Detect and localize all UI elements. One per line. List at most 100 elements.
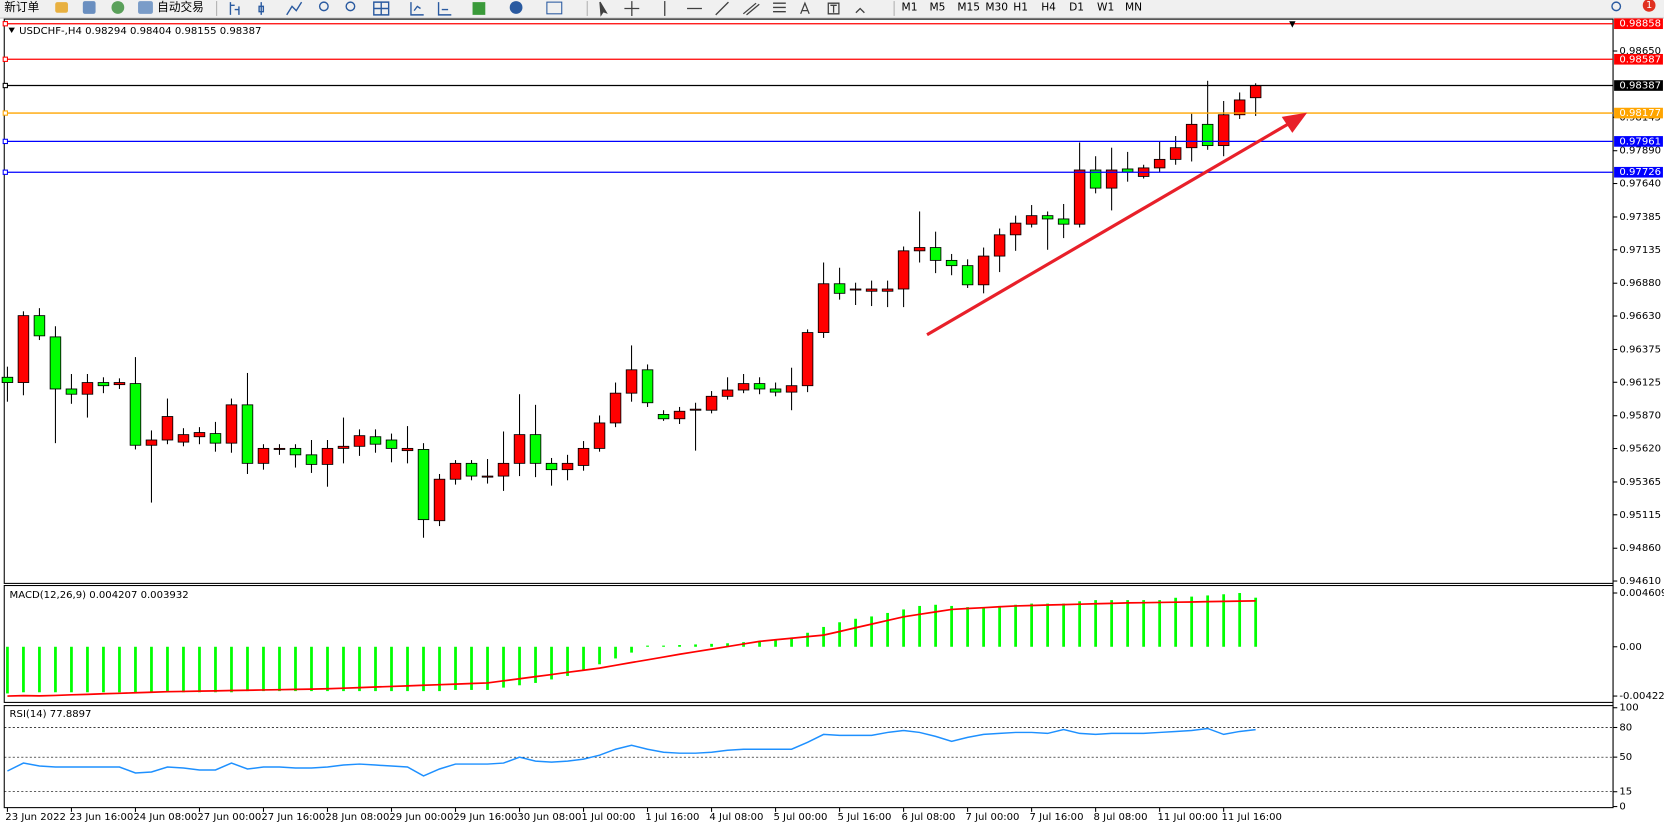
macd-bar bbox=[518, 646, 521, 686]
text-tool[interactable] bbox=[800, 1, 810, 15]
y-tick-label: 0.97640 bbox=[1619, 179, 1661, 190]
y-tick-label: 0.95620 bbox=[1619, 444, 1661, 455]
icon[interactable] bbox=[55, 2, 68, 13]
icon[interactable] bbox=[111, 1, 125, 14]
shift-tool[interactable] bbox=[410, 2, 424, 16]
candle-body bbox=[1249, 85, 1262, 99]
y-tick-label: 0.97135 bbox=[1619, 245, 1661, 256]
candle-body bbox=[833, 283, 846, 294]
macd-bar bbox=[486, 646, 489, 690]
candle-body bbox=[1, 376, 14, 383]
symbol-menu[interactable] bbox=[8, 27, 15, 33]
timeframe-button[interactable]: W1 bbox=[1097, 0, 1114, 13]
indicators-button[interactable] bbox=[472, 2, 486, 15]
label-tool[interactable] bbox=[827, 2, 840, 15]
candle-body bbox=[1009, 222, 1022, 236]
candle-body bbox=[913, 247, 926, 252]
macd-bar bbox=[294, 646, 297, 692]
macd-bar bbox=[582, 646, 585, 671]
channel-tool[interactable] bbox=[742, 2, 760, 16]
auto-trading-icon[interactable] bbox=[138, 1, 153, 14]
timeframe-button[interactable]: D1 bbox=[1069, 0, 1084, 13]
candle-body bbox=[1217, 114, 1230, 147]
arrows-tool[interactable] bbox=[855, 7, 865, 14]
macd-bar bbox=[358, 646, 361, 692]
cursor-tool[interactable] bbox=[599, 1, 608, 17]
y-tick-label: 100 bbox=[1619, 703, 1638, 714]
candle-body bbox=[369, 436, 382, 445]
candle-body bbox=[785, 385, 798, 393]
line-chart-tool[interactable] bbox=[286, 1, 303, 16]
macd-bar bbox=[310, 646, 313, 692]
macd-bar bbox=[1110, 600, 1114, 647]
macd-bar bbox=[934, 604, 937, 647]
timeframe-button[interactable]: H1 bbox=[1013, 0, 1028, 13]
timeframe-button[interactable]: M15 bbox=[957, 0, 980, 13]
candle-body bbox=[1201, 123, 1214, 147]
macd-bar bbox=[838, 622, 841, 647]
x-tick-label: 11 Jul 16:00 bbox=[1222, 812, 1282, 823]
macd-bar bbox=[326, 646, 329, 692]
new-order-button[interactable]: 新订单 bbox=[4, 0, 39, 14]
auto-trading-button[interactable]: 自动交易 bbox=[157, 0, 204, 14]
macd-bar bbox=[758, 640, 761, 647]
autoscroll-tool[interactable] bbox=[437, 2, 452, 16]
search-button[interactable] bbox=[1611, 1, 1622, 12]
macd-bar bbox=[1014, 604, 1017, 647]
x-tick-label: 6 Jul 08:00 bbox=[901, 812, 955, 823]
x-tick-label: 1 Jul 16:00 bbox=[645, 812, 699, 823]
zoom-in[interactable] bbox=[318, 1, 329, 12]
candle-body bbox=[81, 382, 94, 395]
candle-body bbox=[385, 439, 398, 449]
timeframe-button[interactable]: H4 bbox=[1041, 0, 1056, 13]
macd-bar bbox=[70, 646, 73, 693]
macd-bar bbox=[102, 646, 105, 693]
timeframe-button[interactable]: M30 bbox=[985, 0, 1008, 13]
tile-tool[interactable] bbox=[373, 1, 390, 16]
trend-arrow-head bbox=[1281, 112, 1308, 133]
timeframe-button[interactable]: M5 bbox=[929, 0, 945, 13]
candle-body bbox=[529, 434, 542, 464]
level-tag bbox=[1614, 53, 1663, 65]
macd-bar bbox=[870, 616, 873, 647]
macd-bar bbox=[38, 646, 41, 693]
macd-bar bbox=[6, 646, 9, 694]
x-tick-label: 1 Jul 00:00 bbox=[581, 812, 635, 823]
chart-tools bbox=[229, 1, 452, 16]
trendline-tool[interactable] bbox=[715, 1, 729, 16]
bar-chart-tool[interactable] bbox=[229, 2, 240, 15]
level-handle bbox=[2, 56, 8, 62]
candle-body bbox=[33, 315, 46, 337]
icon[interactable] bbox=[82, 1, 96, 14]
zoom-out[interactable] bbox=[345, 1, 356, 12]
macd-bar bbox=[806, 632, 809, 647]
macd-bar bbox=[710, 643, 713, 647]
notification-badge[interactable] bbox=[1642, 0, 1656, 12]
level-tag bbox=[1614, 166, 1663, 178]
macd-bar bbox=[182, 646, 185, 693]
crosshair-tool[interactable] bbox=[624, 1, 640, 16]
candle-body bbox=[593, 422, 606, 449]
candle-tool[interactable] bbox=[258, 2, 265, 15]
periods-button[interactable] bbox=[509, 1, 523, 14]
templates-button[interactable] bbox=[546, 1, 563, 15]
macd-bar bbox=[694, 644, 697, 647]
level-label: 0.98587 bbox=[1619, 54, 1661, 65]
y-tick-label: 0.94610 bbox=[1619, 576, 1661, 587]
macd-bar bbox=[54, 646, 57, 693]
timeframe-button[interactable]: M1 bbox=[902, 0, 918, 13]
x-tick-label: 8 Jul 08:00 bbox=[1094, 812, 1148, 823]
candle-body bbox=[49, 336, 62, 390]
level-handle bbox=[2, 169, 8, 175]
fibo-tool[interactable] bbox=[773, 2, 786, 13]
symbol: USDCHF-,H4 bbox=[19, 26, 82, 37]
level-handle bbox=[2, 138, 8, 145]
candle-body bbox=[449, 462, 462, 480]
candle-body bbox=[673, 410, 686, 420]
x-tick-label: 24 Jun 08:00 bbox=[133, 812, 197, 823]
candle-body bbox=[1089, 169, 1102, 189]
timeframe-button[interactable]: MN bbox=[1125, 0, 1142, 13]
candle-body bbox=[961, 265, 974, 286]
macd-bar bbox=[198, 646, 201, 693]
